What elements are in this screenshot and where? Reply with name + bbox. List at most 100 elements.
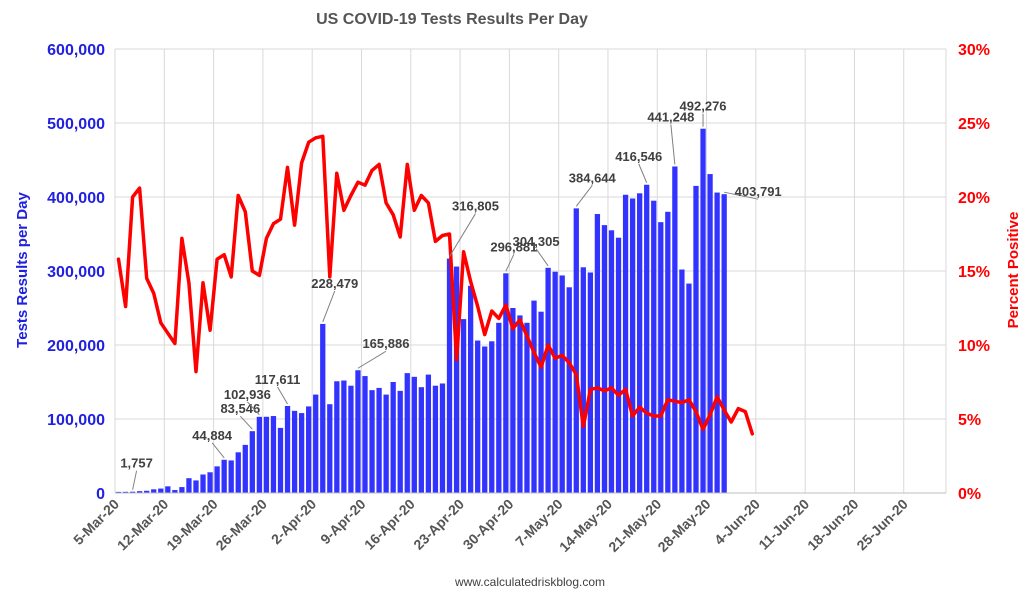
bar: [383, 394, 389, 493]
annotation-label: 102,936: [224, 387, 271, 402]
bar: [622, 194, 629, 493]
bar: [249, 431, 255, 493]
chart-title: US COVID-19 Tests Results Per Day: [316, 11, 588, 28]
bar: [629, 198, 636, 494]
bar: [242, 444, 248, 493]
bar: [651, 200, 657, 493]
bar: [207, 472, 213, 493]
bar: [291, 410, 298, 493]
bar: [418, 387, 424, 493]
annotation-leader: [132, 470, 138, 490]
y-axis-label-left: Tests Results per Day: [14, 192, 31, 348]
annotation-leader: [638, 163, 648, 183]
bar: [137, 491, 143, 493]
y-tick-label-right: 0%: [958, 486, 981, 503]
bar: [573, 208, 579, 493]
bar: [665, 211, 671, 494]
annotation-leader: [535, 248, 549, 267]
y-tick-label-left: 0: [96, 486, 105, 503]
annotation-label: 304,305: [513, 234, 560, 249]
y-tick-label-right: 15%: [958, 264, 990, 281]
bar: [122, 491, 129, 493]
annotation-leader: [239, 415, 253, 430]
percent-positive-line: [116, 134, 755, 436]
bar: [446, 258, 453, 493]
annotation-leader: [357, 350, 387, 369]
bar: [193, 480, 199, 493]
bar: [348, 385, 354, 493]
bar: [158, 488, 164, 493]
bar: [327, 404, 333, 493]
y-tick-label-left: 300,000: [47, 264, 105, 281]
bar: [129, 491, 136, 493]
y-tick-label-left: 600,000: [47, 42, 105, 59]
bar: [658, 222, 664, 493]
bar: [496, 322, 502, 493]
bar: [594, 214, 601, 493]
annotation-label: 316,805: [452, 199, 499, 214]
bar: [263, 416, 270, 493]
annotation-leader: [505, 254, 515, 272]
annotation-label: 228,479: [311, 276, 358, 291]
bar: [517, 315, 523, 493]
bar: [115, 491, 122, 493]
bar: [721, 194, 727, 494]
annotation-label: 44,884: [192, 428, 233, 443]
bar: [552, 271, 558, 493]
y-axis-label-right: Percent Positive: [1005, 212, 1022, 329]
annotation-label: 296,881: [490, 239, 537, 254]
bar: [397, 390, 403, 493]
bar: [313, 394, 319, 493]
annotation-label: 492,276: [680, 99, 727, 114]
bar: [700, 128, 706, 493]
line-series: [116, 134, 755, 436]
bar: [179, 487, 185, 493]
annotation-leader: [575, 185, 593, 207]
y-tick-label-left: 400,000: [47, 190, 105, 207]
bar: [298, 413, 305, 493]
annotation-leader: [670, 124, 676, 165]
bar: [165, 486, 171, 493]
y-tick-label-left: 100,000: [47, 412, 105, 429]
annotation-leader: [247, 401, 260, 416]
bar: [453, 266, 460, 493]
bar: [475, 340, 481, 493]
annotation-label: 117,611: [255, 372, 301, 387]
bar: [545, 267, 551, 493]
y-tick-label-right: 20%: [958, 190, 990, 207]
y-tick-label-right: 25%: [958, 116, 990, 133]
bar: [524, 322, 530, 493]
bar: [151, 489, 157, 493]
bar: [362, 376, 368, 493]
bar: [538, 311, 544, 493]
bar: [186, 478, 192, 493]
y-tick-label-right: 30%: [958, 42, 990, 59]
bar: [144, 490, 150, 493]
y-tick-label-left: 200,000: [47, 338, 105, 355]
annotation-leader: [211, 442, 225, 459]
bar-series: [115, 128, 727, 494]
annotation-label: 1,757: [120, 456, 153, 471]
bar: [531, 300, 537, 493]
bar: [679, 269, 685, 493]
bar: [615, 237, 622, 493]
bar: [503, 273, 509, 493]
bar: [425, 374, 432, 493]
bar: [693, 185, 699, 493]
annotations: 1,75744,88483,546102,936117,611228,47916…: [120, 99, 782, 490]
bar: [270, 416, 277, 493]
bar: [707, 174, 713, 493]
bar: [404, 373, 410, 493]
bar: [672, 166, 678, 493]
annotation-leader: [277, 386, 288, 405]
bar: [559, 275, 565, 493]
bar: [608, 230, 615, 494]
bar: [637, 193, 643, 494]
bar: [277, 427, 284, 493]
bar: [482, 346, 488, 493]
bar: [320, 323, 326, 493]
bar: [467, 285, 474, 493]
bar: [221, 459, 227, 493]
